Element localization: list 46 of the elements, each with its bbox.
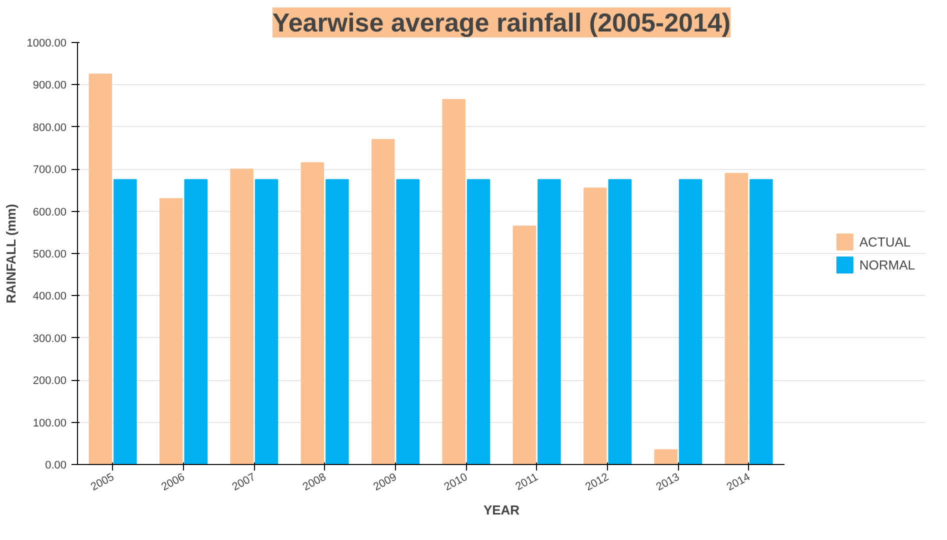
bar (372, 139, 395, 464)
x-tick-label: 2013 (654, 471, 682, 494)
y-tick-label: 700.00 (32, 164, 67, 176)
bar (88, 74, 112, 464)
x-tick-label: 2007 (230, 471, 258, 494)
bar (230, 168, 254, 464)
y-tick-label: 100.00 (32, 417, 67, 430)
bar (678, 179, 702, 464)
bar (300, 162, 324, 464)
y-tick-label: 800.00 (32, 122, 67, 134)
bar (584, 188, 607, 464)
x-tick-label: 2011 (514, 471, 540, 493)
legend-label: ACTUAL (859, 234, 911, 249)
bar (724, 172, 748, 464)
x-tick-label: 2008 (300, 471, 328, 494)
y-tick-label: 900.00 (32, 80, 67, 92)
bar (750, 179, 773, 464)
bar (184, 179, 208, 464)
y-tick-label: 1000.00 (26, 38, 67, 50)
bar (114, 179, 137, 464)
x-tick-label: 2010 (442, 471, 470, 494)
bar (326, 179, 349, 464)
x-tick-label: 2014 (724, 471, 752, 494)
y-axis-title: RAINFALL (mm) (4, 204, 19, 304)
bar (442, 98, 466, 464)
bar (254, 179, 278, 464)
x-axis-title: YEAR (483, 502, 520, 518)
y-tick-label: 600.00 (32, 206, 67, 218)
x-tick-label: 2012 (584, 471, 611, 494)
bar (160, 198, 183, 464)
y-tick-label: 300.00 (32, 332, 67, 345)
y-tick-label: 200.00 (32, 375, 67, 388)
legend-label: NORMAL (859, 257, 915, 272)
bar (608, 179, 632, 464)
y-tick-label: 0.00 (45, 460, 67, 472)
x-tick-label: 2009 (372, 471, 399, 494)
bar (512, 226, 536, 464)
bar (538, 179, 561, 464)
bar (466, 179, 490, 464)
x-tick-label: 2005 (88, 471, 116, 494)
y-tick-label: 400.00 (32, 290, 67, 303)
bar (396, 179, 420, 464)
chart-title: Yearwise average rainfall (2005-2014) (272, 8, 731, 38)
bar (654, 449, 678, 464)
x-tick-label: 2006 (160, 471, 187, 494)
y-tick-label: 500.00 (32, 248, 67, 260)
